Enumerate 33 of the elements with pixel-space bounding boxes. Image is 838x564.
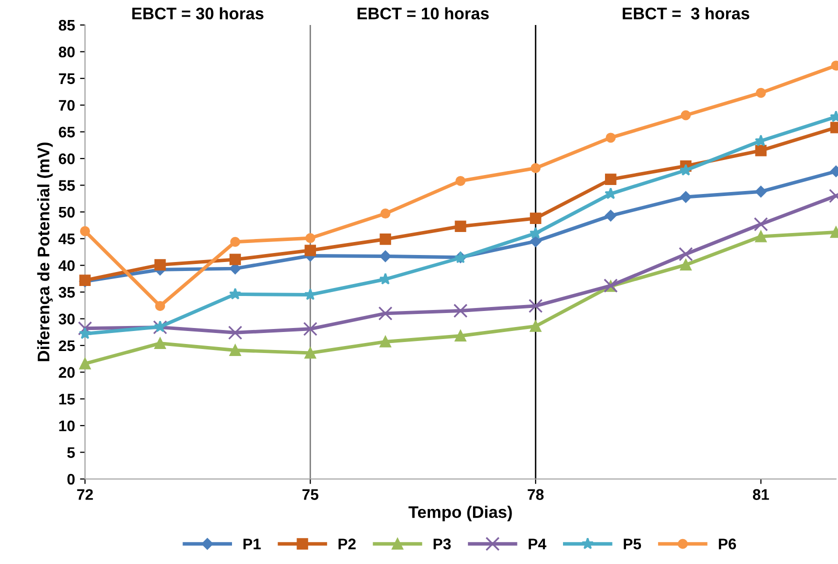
text: EBCT = 30 horas: [132, 7, 264, 20]
text: EBCT = 3 horas: [622, 7, 750, 20]
y-tick-label: 55: [58, 180, 75, 191]
legend-label: P5: [624, 538, 642, 550]
legend-label: P4: [528, 538, 546, 550]
y-tick-label: 45: [58, 234, 75, 244]
y-tick-label: 25: [58, 340, 75, 352]
y-tick-label: 5: [67, 447, 75, 458]
y-axis-title: Diferença de Potencial (mV): [37, 142, 53, 362]
x-axis-title: Tempo (Dias): [408, 506, 512, 522]
y-tick-label: 85: [58, 20, 75, 31]
y-tick-label: 40: [58, 260, 75, 272]
x-tick-label: 81: [752, 489, 769, 500]
legend-label: P3: [434, 538, 451, 550]
y-tick-label: 65: [58, 126, 75, 138]
x-tick-label: 72: [77, 489, 93, 500]
y-tick-label: 80: [58, 46, 75, 58]
legend-label: P1: [244, 538, 261, 550]
y-tick-label: 35: [58, 286, 75, 298]
y-tick-label: 0: [67, 474, 75, 485]
y-tick-label: 75: [58, 73, 75, 84]
y-tick-label: 50: [58, 206, 75, 218]
y-tick-label: 20: [58, 367, 75, 378]
legend-label: P6: [718, 538, 736, 550]
x-tick-label: 78: [528, 489, 544, 500]
x-tick-label: 75: [302, 489, 318, 500]
y-tick-label: 60: [58, 153, 75, 164]
legend-label: P2: [338, 538, 356, 550]
y-tick-label: 70: [58, 100, 75, 111]
y-tick-label: 15: [59, 394, 75, 405]
y-tick-label: 10: [59, 420, 75, 432]
y-tick-label: 30: [58, 314, 75, 324]
text: EBCT = 10 horas: [358, 7, 489, 20]
